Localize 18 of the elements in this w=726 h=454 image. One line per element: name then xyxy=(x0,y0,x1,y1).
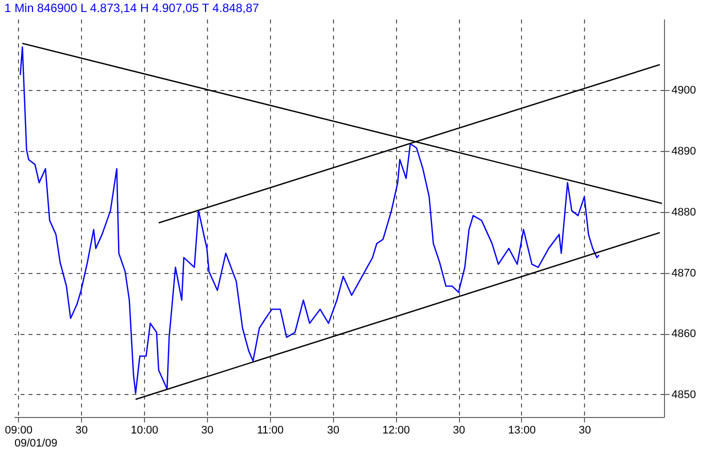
y-tick-label: 4870 xyxy=(672,267,696,280)
x-tick-label: 30 xyxy=(578,424,591,436)
x-tick-label: 09:00 xyxy=(4,424,32,436)
y-tick-label: 4880 xyxy=(672,206,696,218)
x-tick-label: 30 xyxy=(201,424,214,436)
x-tick-label: 11:00 xyxy=(256,424,284,436)
x-tick-label: 30 xyxy=(327,424,340,436)
y-tick-label: 4850 xyxy=(672,388,696,401)
y-tick-label: 4890 xyxy=(672,146,696,158)
x-tick-label: 30 xyxy=(75,424,88,436)
x-axis-title: 09/01/09 xyxy=(14,438,58,450)
x-tick-label: 10:00 xyxy=(130,424,158,436)
y-tick-label: 4860 xyxy=(672,328,696,340)
x-tick-label: 30 xyxy=(452,424,466,436)
y-tick-label: 4900 xyxy=(672,84,696,97)
chart-title: 1 Min 846900 L 4.873,14 H 4.907,05 T 4.848,87 xyxy=(4,1,260,15)
x-tick-label: 13:00 xyxy=(508,424,536,436)
x-tick-label: 12:00 xyxy=(382,424,410,436)
